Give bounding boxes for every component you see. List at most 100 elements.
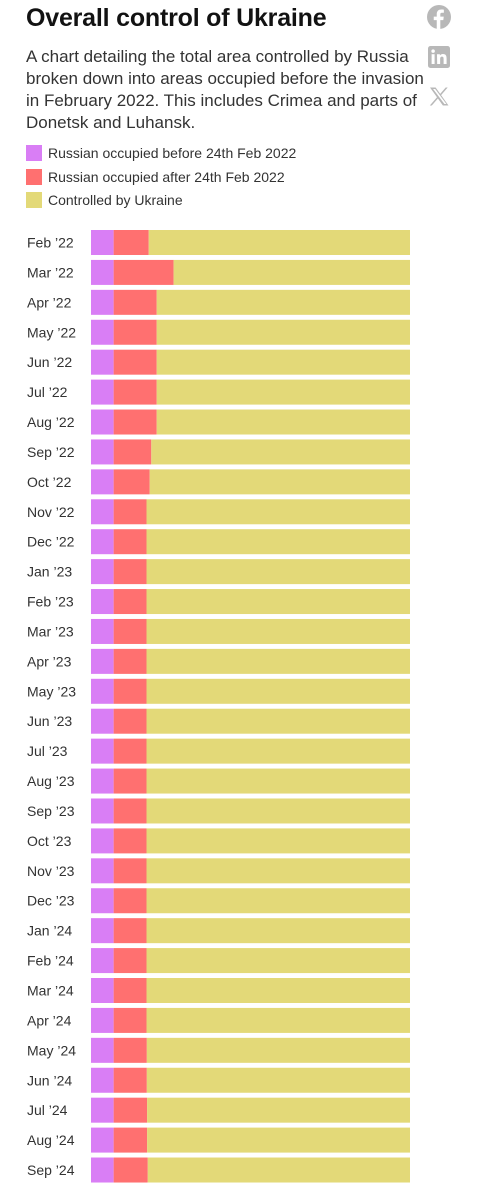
bar-segment-ukraine-controlled bbox=[156, 319, 410, 345]
bar-segment-russian-before bbox=[91, 259, 114, 285]
chart-subtitle: A chart detailing the total area control… bbox=[26, 47, 424, 132]
y-tick-label: Jul ’24 bbox=[27, 1102, 68, 1118]
y-tick-label: Jan ’23 bbox=[27, 564, 72, 580]
x-share-button[interactable] bbox=[427, 85, 451, 109]
bar-segment-russian-before bbox=[91, 828, 114, 854]
bar-segment-russian-after bbox=[113, 1157, 148, 1183]
bar-segment-russian-before bbox=[91, 1067, 114, 1093]
bar-segment-russian-before bbox=[91, 439, 114, 465]
bar-segment-ukraine-controlled bbox=[146, 678, 410, 704]
y-tick-label: Dec ’23 bbox=[27, 893, 75, 909]
legend-label: Russian occupied before 24th Feb 2022 bbox=[48, 145, 297, 161]
bar-segment-ukraine-controlled bbox=[146, 1067, 410, 1093]
facebook-share-button[interactable] bbox=[427, 5, 451, 29]
bar-row: Oct ’22 bbox=[27, 469, 410, 495]
bar-segment-ukraine-controlled bbox=[147, 1097, 410, 1123]
bar-segment-ukraine-controlled bbox=[173, 259, 410, 285]
bar-segment-ukraine-controlled bbox=[156, 379, 410, 405]
bar-segment-ukraine-controlled bbox=[146, 798, 410, 824]
bar-row: May ’24 bbox=[27, 1037, 410, 1063]
bar-segment-russian-before bbox=[91, 798, 114, 824]
bar-segment-russian-after bbox=[113, 349, 157, 375]
legend-label: Russian occupied after 24th Feb 2022 bbox=[48, 168, 285, 185]
y-tick-label: Jun ’23 bbox=[27, 713, 72, 729]
bar-segment-russian-before bbox=[91, 1097, 114, 1123]
bar-row: May ’23 bbox=[27, 678, 410, 704]
bar-segment-ukraine-controlled bbox=[156, 409, 410, 435]
bar-row: Aug ’24 bbox=[27, 1127, 410, 1153]
bar-row: Aug ’22 bbox=[27, 409, 410, 435]
bar-segment-russian-before bbox=[91, 858, 114, 884]
bar-segment-russian-after bbox=[113, 439, 152, 465]
bar-row: Jul ’23 bbox=[27, 738, 410, 764]
bar-segment-ukraine-controlled bbox=[148, 230, 411, 255]
bar-segment-ukraine-controlled bbox=[146, 828, 410, 854]
bar-segment-russian-after bbox=[113, 918, 147, 944]
bar-segment-russian-before bbox=[91, 738, 114, 764]
bar-segment-russian-after bbox=[113, 559, 147, 585]
bar-segment-ukraine-controlled bbox=[146, 618, 410, 644]
bar-segment-russian-after bbox=[113, 319, 157, 345]
bar-segment-russian-before bbox=[91, 1127, 114, 1153]
bar-segment-russian-after bbox=[113, 1067, 147, 1093]
bar-row: Sep ’23 bbox=[27, 798, 410, 824]
y-tick-label: Aug ’24 bbox=[27, 1132, 75, 1148]
bar-segment-russian-after bbox=[113, 529, 147, 555]
y-tick-label: Dec ’22 bbox=[27, 534, 75, 550]
bar-segment-russian-before bbox=[91, 618, 114, 644]
bar-row: Feb ’22 bbox=[27, 230, 411, 255]
legend-swatch-ukraine bbox=[26, 192, 42, 208]
y-tick-label: Sep ’22 bbox=[27, 444, 75, 460]
bar-segment-russian-after bbox=[113, 798, 147, 824]
bar-segment-russian-after bbox=[113, 738, 147, 764]
bar-row: Oct ’23 bbox=[27, 828, 410, 854]
bar-row: May ’22 bbox=[27, 319, 410, 345]
bar-segment-russian-after bbox=[113, 1127, 148, 1153]
bar-segment-russian-after bbox=[113, 618, 147, 644]
bar-segment-russian-before bbox=[91, 319, 114, 345]
bar-row: Feb ’24 bbox=[27, 948, 410, 974]
bar-segment-russian-after bbox=[113, 469, 150, 495]
y-tick-label: Jun ’24 bbox=[27, 1072, 72, 1088]
bar-segment-russian-after bbox=[113, 648, 147, 674]
bar-segment-russian-after bbox=[113, 708, 147, 734]
bar-segment-russian-after bbox=[113, 828, 147, 854]
bar-segment-russian-after bbox=[113, 409, 157, 435]
bar-segment-ukraine-controlled bbox=[146, 708, 410, 734]
bar-row: Apr ’22 bbox=[27, 289, 410, 315]
bar-segment-russian-after bbox=[113, 948, 147, 974]
y-tick-label: Sep ’23 bbox=[27, 803, 75, 819]
bar-segment-ukraine-controlled bbox=[146, 738, 410, 764]
bar-segment-russian-before bbox=[91, 708, 114, 734]
bar-row: Sep ’22 bbox=[27, 439, 411, 465]
legend-item-russian-before: Russian occupied before 24th Feb 2022 bbox=[26, 144, 296, 162]
bar-segment-ukraine-controlled bbox=[146, 589, 410, 615]
bar-segment-russian-after bbox=[113, 289, 157, 315]
bar-row: Jul ’24 bbox=[27, 1097, 410, 1123]
y-tick-label: Aug ’23 bbox=[27, 773, 75, 789]
y-tick-label: Jul ’23 bbox=[27, 743, 68, 759]
bar-segment-russian-before bbox=[91, 409, 114, 435]
bar-segment-ukraine-controlled bbox=[146, 1037, 410, 1063]
bar-segment-ukraine-controlled bbox=[146, 499, 410, 525]
bar-segment-ukraine-controlled bbox=[146, 948, 410, 974]
bar-row: Dec ’23 bbox=[27, 888, 410, 914]
bar-segment-russian-before bbox=[91, 469, 114, 495]
bar-segment-russian-before bbox=[91, 918, 114, 944]
y-tick-label: Jun ’22 bbox=[27, 354, 72, 370]
y-tick-label: May ’22 bbox=[27, 324, 76, 340]
linkedin-share-button[interactable] bbox=[427, 45, 451, 69]
bar-segment-russian-before bbox=[91, 1157, 114, 1183]
bar-segment-russian-after bbox=[113, 1007, 147, 1033]
bar-segment-russian-before bbox=[91, 529, 114, 555]
y-tick-label: Jan ’24 bbox=[27, 923, 72, 939]
chart-title: Overall control of Ukraine bbox=[26, 4, 327, 32]
y-tick-label: Sep ’24 bbox=[27, 1162, 75, 1178]
bar-segment-russian-after bbox=[113, 768, 147, 794]
bar-row: Mar ’22 bbox=[27, 259, 410, 285]
y-tick-label: Nov ’23 bbox=[27, 863, 75, 879]
legend-swatch-russian-before bbox=[26, 145, 42, 161]
bar-row: Mar ’24 bbox=[27, 978, 410, 1003]
bar-segment-russian-after bbox=[113, 678, 147, 704]
y-tick-label: Apr ’23 bbox=[27, 653, 72, 669]
